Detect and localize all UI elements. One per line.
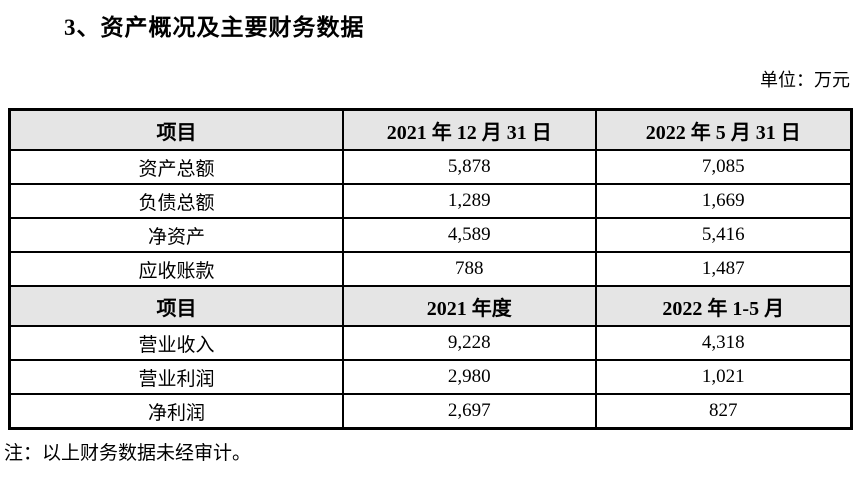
value-2022: 4,318	[594, 325, 853, 361]
value-2021: 2,980	[341, 359, 597, 395]
value-2022: 7,085	[594, 149, 853, 185]
value-2021: 2,697	[341, 393, 597, 430]
table-row-accounts-receivable: 应收账款 788 1,487	[8, 251, 853, 287]
value-2021: 5,878	[341, 149, 597, 185]
row-label: 资产总额	[8, 149, 344, 185]
row-label: 净利润	[8, 393, 344, 430]
header-cell-item: 项目	[8, 285, 344, 327]
table-row-net-assets: 净资产 4,589 5,416	[8, 217, 853, 253]
value-2021: 788	[341, 251, 597, 287]
section-title: 3、资产概况及主要财务数据	[64, 15, 365, 40]
header-cell-item: 项目	[8, 108, 344, 151]
table-row-net-profit: 净利润 2,697 827	[8, 393, 853, 430]
row-label: 负债总额	[8, 183, 344, 219]
footnote: 注：以上财务数据未经审计。	[4, 443, 252, 464]
unit-label: 单位：万元	[760, 70, 850, 90]
row-label: 营业收入	[8, 325, 344, 361]
value-2022: 827	[594, 393, 853, 430]
row-label: 净资产	[8, 217, 344, 253]
value-2022: 1,487	[594, 251, 853, 287]
financial-data-table: 项目 2021 年 12 月 31 日 2022 年 5 月 31 日 资产总额…	[8, 108, 853, 430]
table-row-total-assets: 资产总额 5,878 7,085	[8, 149, 853, 185]
header-cell-period-2022: 2022 年 1-5 月	[594, 285, 853, 327]
header-cell-date-2021: 2021 年 12 月 31 日	[341, 108, 597, 151]
header-cell-date-2022: 2022 年 5 月 31 日	[594, 108, 853, 151]
table-row-operating-revenue: 营业收入 9,228 4,318	[8, 325, 853, 361]
table-row-operating-profit: 营业利润 2,980 1,021	[8, 359, 853, 395]
table-row-total-liabilities: 负债总额 1,289 1,669	[8, 183, 853, 219]
value-2021: 9,228	[341, 325, 597, 361]
value-2022: 1,669	[594, 183, 853, 219]
value-2022: 5,416	[594, 217, 853, 253]
row-label: 应收账款	[8, 251, 344, 287]
table-header-row-income: 项目 2021 年度 2022 年 1-5 月	[8, 285, 853, 327]
table-header-row-balance: 项目 2021 年 12 月 31 日 2022 年 5 月 31 日	[8, 108, 853, 151]
header-cell-period-2021: 2021 年度	[341, 285, 597, 327]
row-label: 营业利润	[8, 359, 344, 395]
value-2022: 1,021	[594, 359, 853, 395]
value-2021: 1,289	[341, 183, 597, 219]
value-2021: 4,589	[341, 217, 597, 253]
